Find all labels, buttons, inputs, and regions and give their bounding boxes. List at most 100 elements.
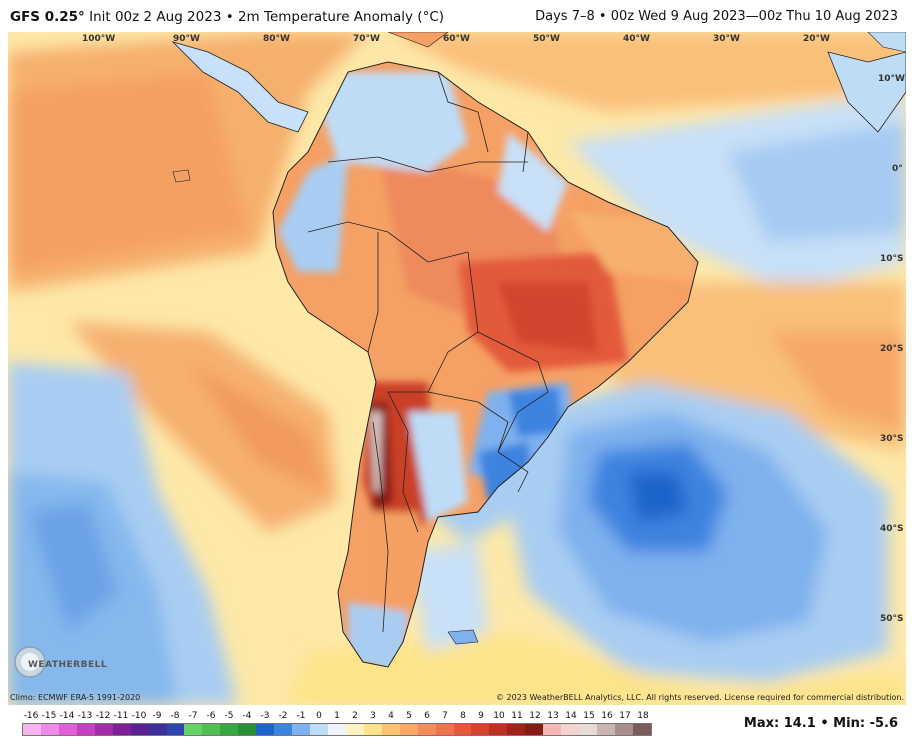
ocean-anomaly-fields — [8, 32, 906, 705]
colorbar-tick-label: 15 — [583, 711, 595, 721]
colorbar-swatch — [453, 724, 472, 735]
weatherbell-logo-icon — [14, 646, 46, 678]
colorbar-swatch — [112, 724, 131, 735]
anomaly-map — [8, 32, 906, 705]
colorbar-swatch — [471, 724, 490, 735]
colorbar-swatch — [561, 724, 580, 735]
colorbar-tick-label: 1 — [334, 711, 340, 721]
lat-label: 10°S — [880, 254, 904, 264]
lon-label: 10°W — [878, 74, 905, 84]
colorbar-swatch — [435, 724, 454, 735]
colorbar-swatch — [184, 724, 203, 735]
colorbar-tick-label: 2 — [352, 711, 358, 721]
lon-label: 70°W — [353, 34, 380, 44]
lat-label: 0° — [892, 164, 903, 174]
lon-label: 50°W — [533, 34, 560, 44]
colorbar-tick-label: -4 — [242, 711, 252, 721]
lon-label: 80°W — [263, 34, 290, 44]
colorbar-tick-label: -10 — [131, 711, 147, 721]
colorbar-swatch — [166, 724, 185, 735]
climo-note: Climo: ECMWF ERA-5 1991-2020 — [10, 693, 141, 702]
lon-label: 20°W — [803, 34, 830, 44]
min-label: Min: — [833, 716, 866, 731]
colorbar-swatch — [543, 724, 562, 735]
colorbar-tick-label: -7 — [188, 711, 198, 721]
colorbar-tick-labels: -16 -15 -14 -13 -12 -11 -10 -9 -8 -7 -6 -5 -4 -3 -2 -1 0… — [22, 711, 652, 723]
min-value: -5.6 — [869, 716, 898, 731]
colorbar-swatch — [525, 724, 544, 735]
colorbar-tick-label: 8 — [460, 711, 466, 721]
colorbar-swatch — [40, 724, 59, 735]
lat-label: 40°S — [880, 524, 904, 534]
colorbar-tick-label: 9 — [478, 711, 484, 721]
max-min-stats: Max: 14.1 • Min: -5.6 — [744, 716, 898, 731]
max-label: Max: — [743, 716, 780, 731]
lon-label: 90°W — [173, 34, 200, 44]
colorbar-tick-label: -8 — [170, 711, 180, 721]
model-degree: ° — [78, 9, 85, 25]
colorbar-swatch — [202, 724, 221, 735]
colorbar — [22, 723, 652, 736]
max-value: 14.1 — [783, 716, 816, 731]
colorbar-tick-label: -9 — [152, 711, 162, 721]
colorbar-tick-label: 13 — [547, 711, 559, 721]
map-title: GFS 0.25° Init 00z 2 Aug 2023 • 2m Tempe… — [10, 9, 444, 25]
colorbar-swatch — [507, 724, 526, 735]
colorbar-tick-label: 0 — [316, 711, 322, 721]
colorbar-swatch — [256, 724, 275, 735]
colorbar-tick-label: 4 — [388, 711, 394, 721]
lat-label: 20°S — [880, 344, 904, 354]
colorbar-tick-label: -3 — [260, 711, 270, 721]
colorbar-swatch — [399, 724, 418, 735]
colorbar-tick-label: 18 — [637, 711, 649, 721]
colorbar-swatch — [363, 724, 382, 735]
colorbar-tick-label: 3 — [370, 711, 376, 721]
colorbar-tick-label: -11 — [113, 711, 129, 721]
colorbar-swatch — [58, 724, 77, 735]
map-canvas — [8, 32, 906, 705]
colorbar-swatch — [310, 724, 328, 735]
colorbar-swatch — [23, 724, 41, 735]
colorbar-tick-label: -5 — [224, 711, 234, 721]
colorbar-tick-label: 17 — [619, 711, 631, 721]
lon-label: 60°W — [443, 34, 470, 44]
colorbar-swatch — [489, 724, 508, 735]
colorbar-tick-label: 7 — [442, 711, 448, 721]
colorbar-tick-label: -1 — [296, 711, 306, 721]
model-name: GFS 0.25 — [10, 9, 79, 25]
colorbar-tick-label: -6 — [206, 711, 216, 721]
colorbar-swatch — [220, 724, 239, 735]
colorbar-swatch — [632, 724, 651, 735]
colorbar-swatch — [274, 724, 293, 735]
colorbar-tick-label: -12 — [95, 711, 111, 721]
colorbar-tick-label: -15 — [41, 711, 57, 721]
header: GFS 0.25° Init 00z 2 Aug 2023 • 2m Tempe… — [0, 0, 914, 32]
colorbar-swatch — [292, 724, 310, 735]
colorbar-tick-label: -13 — [77, 711, 93, 721]
logo-text: WEATHERBELL — [28, 660, 108, 670]
valid-period: Days 7–8 • 00z Wed 9 Aug 2023—00z Thu 10… — [535, 9, 898, 24]
colorbar-tick-label: 10 — [493, 711, 505, 721]
lon-label: 100°W — [82, 34, 116, 44]
colorbar-tick-label: 11 — [511, 711, 523, 721]
colorbar-swatch — [417, 724, 436, 735]
colorbar-swatch — [597, 724, 615, 735]
lat-label: 30°S — [880, 434, 904, 444]
colorbar-swatch — [148, 724, 167, 735]
lon-label: 30°W — [713, 34, 740, 44]
colorbar-swatch — [76, 724, 95, 735]
colorbar-swatch — [94, 724, 113, 735]
colorbar-tick-label: 6 — [424, 711, 430, 721]
colorbar-tick-label: 12 — [529, 711, 541, 721]
copyright-note: © 2023 WeatherBELL Analytics, LLC. All r… — [496, 693, 904, 702]
lat-label: 50°S — [880, 614, 904, 624]
colorbar-tick-label: 5 — [406, 711, 412, 721]
colorbar-tick-label: 16 — [601, 711, 613, 721]
stats-separator: • — [820, 716, 829, 731]
colorbar-tick-label: -14 — [59, 711, 75, 721]
colorbar-swatch — [345, 724, 364, 735]
colorbar-swatch — [130, 724, 149, 735]
colorbar-tick-label: 14 — [565, 711, 577, 721]
colorbar-swatch — [579, 724, 597, 735]
colorbar-swatch — [238, 724, 257, 735]
